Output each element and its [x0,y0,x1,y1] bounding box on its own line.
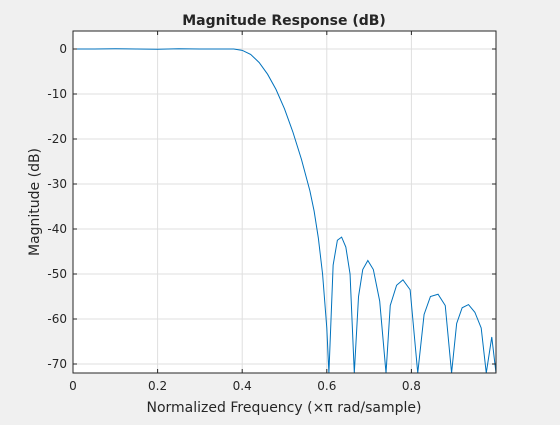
y-tick-label: -30 [47,177,67,191]
y-tick-label: -20 [47,132,67,146]
x-tick-label: 0.8 [402,379,421,393]
x-tick-label: 0.6 [317,379,336,393]
axes [72,30,497,374]
y-axis-label: Magnitude (dB) [27,148,43,256]
x-tick-label: 0 [69,379,77,393]
x-axis-label: Normalized Frequency (×π rad/sample) [147,400,422,416]
axes-box [72,30,497,374]
y-tick-label: -50 [47,267,67,281]
ticks: 0 0.2 0.4 0.6 0.8 0 -10 -20 -30 -40 -50 -60 -70 [47,31,496,393]
y-tick-label: -10 [47,87,67,101]
y-tick-label: -70 [47,357,67,371]
y-tick-label: 0 [59,42,67,56]
x-tick-label: 0.4 [233,379,252,393]
series-line-0 [73,48,496,373]
y-tick-label: -60 [47,312,67,326]
chart-title: Magnitude Response (dB) [182,13,386,29]
y-tick-label: -40 [47,222,67,236]
plot-area [73,31,496,373]
x-tick-label: 0.2 [148,379,167,393]
